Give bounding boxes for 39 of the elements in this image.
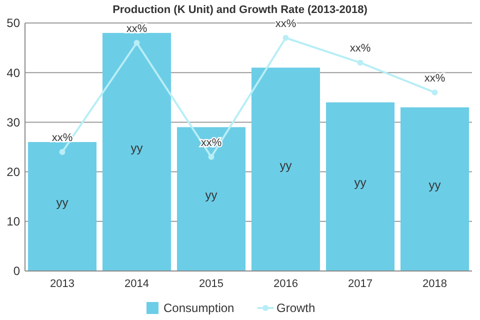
point bbox=[134, 40, 140, 46]
x-tick-label: 2014 bbox=[124, 278, 149, 290]
point bbox=[282, 34, 289, 41]
y-tick-label: 30 bbox=[6, 115, 20, 130]
data-label: xx% bbox=[126, 22, 148, 35]
legend-label: Consumption bbox=[164, 301, 234, 316]
data-label: xx% bbox=[424, 72, 446, 84]
data-label: yy bbox=[205, 188, 218, 202]
bar bbox=[326, 102, 395, 271]
x-tick-label: 2018 bbox=[422, 278, 447, 290]
x-tick-label: 2016 bbox=[274, 278, 298, 290]
data-label: yy bbox=[130, 140, 143, 155]
y-tick-label: 0 bbox=[13, 264, 20, 278]
data-label: yy bbox=[354, 176, 366, 190]
x-tick-label: 2015 bbox=[199, 278, 224, 290]
bar bbox=[400, 107, 470, 271]
point bbox=[59, 148, 66, 155]
data-label: xx% bbox=[275, 18, 296, 30]
point bbox=[357, 60, 364, 66]
x-tick-label: 2013 bbox=[50, 278, 74, 290]
data-label: yy bbox=[56, 196, 68, 210]
bar bbox=[28, 142, 97, 271]
data-label: yy bbox=[280, 158, 292, 172]
data-label: yy bbox=[428, 178, 441, 192]
bar bbox=[102, 32, 172, 271]
legend-label: Growth bbox=[276, 301, 316, 316]
y-tick-label: 10 bbox=[6, 214, 20, 229]
bar bbox=[251, 68, 320, 271]
point bbox=[432, 89, 438, 96]
y-tick-label: 20 bbox=[6, 165, 20, 179]
y-tick-label: 40 bbox=[6, 66, 20, 80]
data-label: xx% bbox=[350, 42, 371, 55]
point bbox=[208, 154, 214, 160]
bar bbox=[176, 127, 246, 271]
chart-title: Production (K Unit) and Growth Rate (2013-2018) bbox=[112, 4, 368, 16]
data-label: xx% bbox=[200, 136, 222, 149]
data-label: xx% bbox=[52, 132, 73, 144]
x-tick-label: 2017 bbox=[348, 278, 372, 290]
y-tick-label: 50 bbox=[6, 16, 20, 30]
